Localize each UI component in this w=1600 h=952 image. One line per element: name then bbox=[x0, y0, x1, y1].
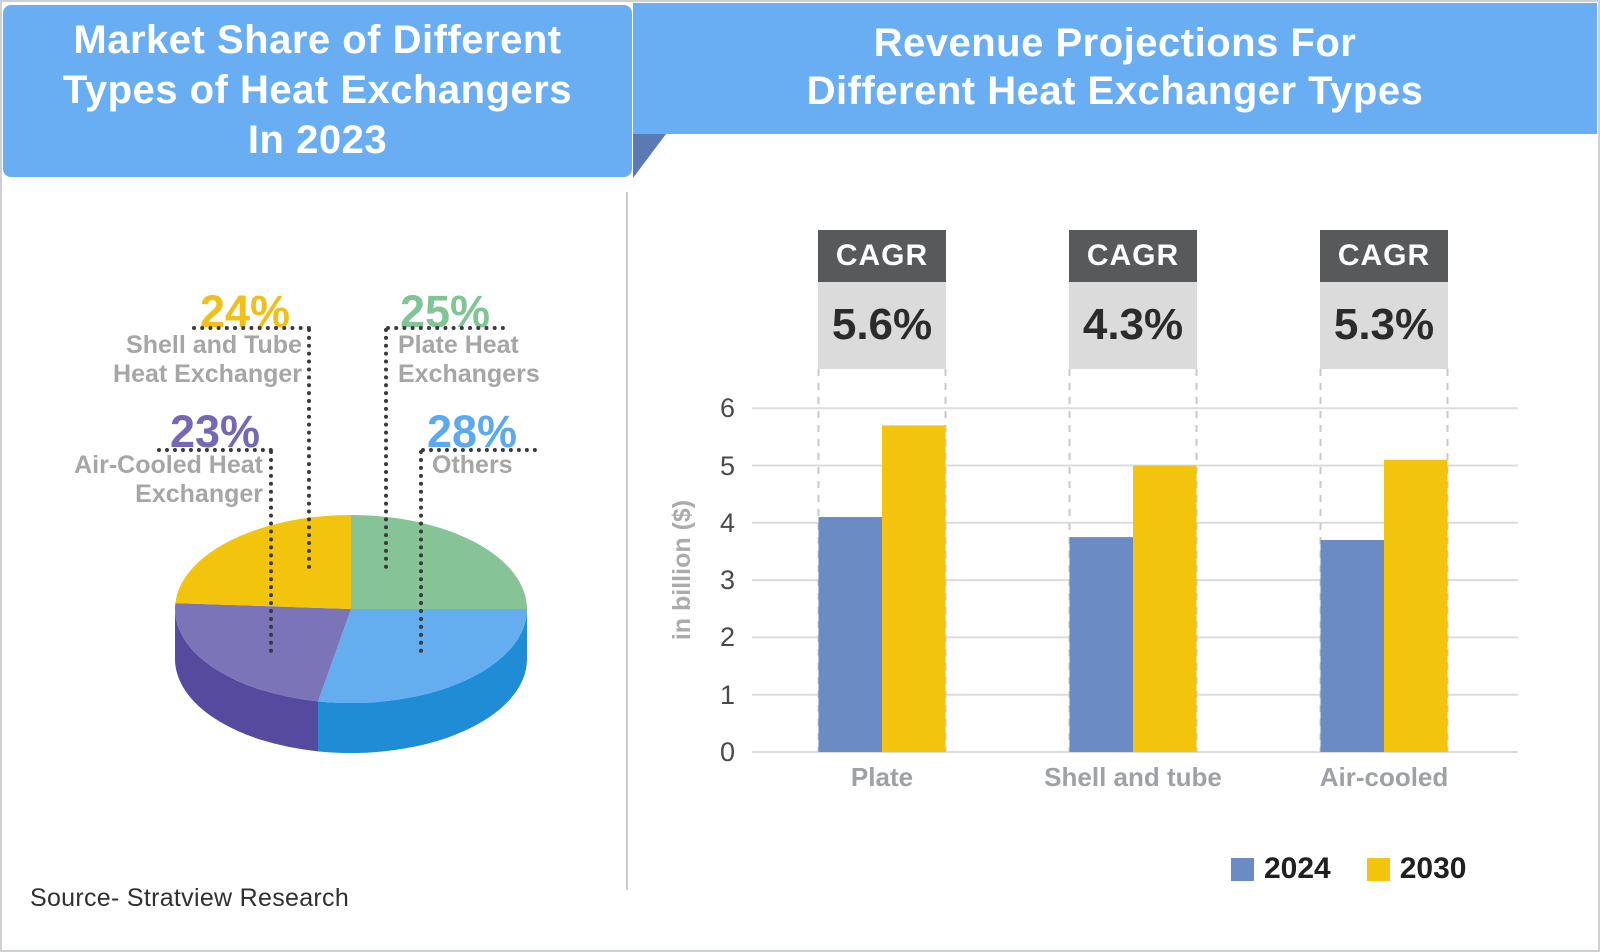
category-label-air-cooled: Air-cooled bbox=[1319, 762, 1449, 792]
legend-swatch-2030 bbox=[1366, 857, 1390, 881]
legend-swatch-2024 bbox=[1231, 857, 1254, 881]
callout-line bbox=[419, 450, 423, 653]
right-panel-title-banner: Revenue Projections For Different Heat E… bbox=[633, 3, 1597, 134]
y-tick-label: 1 bbox=[719, 679, 735, 710]
pie-slice-plate-heat bbox=[351, 515, 527, 609]
callout-line bbox=[269, 450, 273, 653]
bar-2030-plate bbox=[882, 425, 946, 752]
category-label-shell-and-tube: Shell and tube bbox=[1044, 762, 1222, 792]
y-tick-label: 3 bbox=[719, 565, 735, 596]
cagr-box-value: 4.3% bbox=[1069, 282, 1197, 369]
bar-2024-shell-and-tube bbox=[1069, 537, 1133, 752]
pie-slice-air-cooled-heat bbox=[175, 603, 351, 702]
pie-label-air-cooled: Air-Cooled Heat Exchanger bbox=[74, 451, 263, 508]
y-tick-label: 4 bbox=[719, 507, 735, 538]
callout-line bbox=[307, 328, 311, 569]
pie-label-shell-and-tube: Shell and Tube Heat Exchanger bbox=[113, 331, 302, 388]
category-label-plate: Plate bbox=[850, 762, 914, 792]
cagr-box-value: 5.6% bbox=[818, 282, 946, 369]
y-tick-label: 0 bbox=[719, 737, 735, 767]
vertical-divider bbox=[626, 192, 628, 890]
y-tick-label: 6 bbox=[719, 393, 735, 424]
callout-line bbox=[384, 328, 388, 569]
left-title-line: In 2023 bbox=[247, 118, 388, 162]
pie-label-others: Others bbox=[432, 451, 513, 479]
left-title-line: Market Share of Different bbox=[73, 18, 562, 62]
callout-line bbox=[386, 326, 505, 330]
cagr-box-title: CAGR bbox=[1320, 230, 1448, 282]
y-axis-title: in billion ($) bbox=[668, 499, 696, 641]
y-tick-label: 2 bbox=[719, 622, 735, 653]
cagr-box-value: 5.3% bbox=[1320, 282, 1448, 369]
right-title-line: Revenue Projections For bbox=[873, 21, 1357, 65]
pie-label-plate: Plate Heat Exchangers bbox=[398, 331, 540, 388]
bar-2030-shell-and-tube bbox=[1133, 465, 1197, 752]
pie-slice-shell-and-tube bbox=[175, 515, 351, 609]
legend-label-2024: 2024 bbox=[1264, 852, 1331, 885]
pie-slice-side-air-cooled-heat bbox=[175, 609, 319, 752]
bar-2024-air-cooled bbox=[1320, 539, 1384, 752]
callout-line bbox=[157, 448, 273, 452]
legend-label-2030: 2030 bbox=[1399, 852, 1467, 885]
cagr-box-title: CAGR bbox=[1069, 230, 1197, 282]
source-attribution: Source- Stratview Research bbox=[30, 884, 350, 912]
y-tick-label: 5 bbox=[719, 450, 735, 481]
left-panel-title-banner: Market Share of Different Types of Heat … bbox=[3, 5, 632, 177]
cagr-box-shell-and-tube: CAGR 4.3% bbox=[1069, 230, 1197, 369]
left-title-line: Types of Heat Exchangers bbox=[62, 68, 573, 112]
cagr-box-plate: CAGR 5.6% bbox=[818, 230, 946, 369]
callout-line bbox=[421, 448, 537, 452]
chart-legend: 2024 2030 bbox=[1231, 852, 1467, 886]
bar-2030-air-cooled bbox=[1384, 459, 1448, 752]
cagr-box-air-cooled: CAGR 5.3% bbox=[1320, 230, 1448, 369]
banner-fold-triangle bbox=[633, 134, 666, 178]
bar-2024-plate bbox=[818, 517, 882, 752]
legend-item-2024: 2024 bbox=[1231, 852, 1331, 886]
callout-line bbox=[192, 326, 311, 330]
cagr-box-title: CAGR bbox=[818, 230, 946, 282]
right-title-line: Different Heat Exchanger Types bbox=[806, 69, 1424, 113]
legend-item-2030: 2030 bbox=[1366, 852, 1467, 886]
